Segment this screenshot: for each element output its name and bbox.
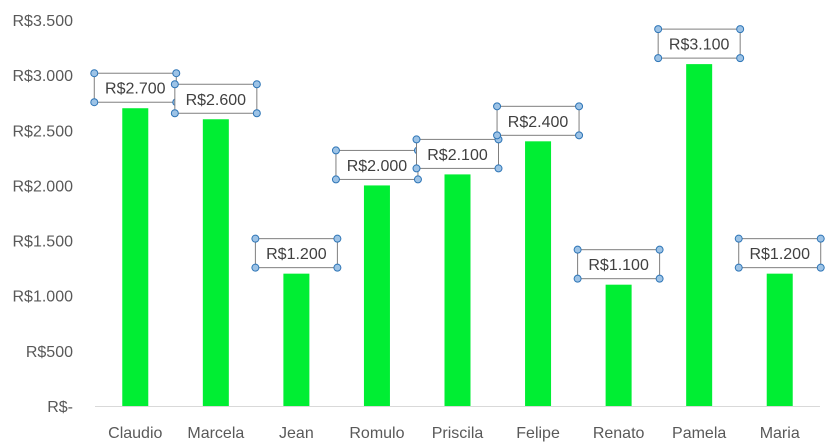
bar <box>202 119 229 406</box>
x-tick-label: Marcela <box>187 425 244 442</box>
x-tick-label: Felipe <box>516 425 560 442</box>
data-label-box <box>657 28 741 59</box>
selection-handle[interactable] <box>333 234 342 243</box>
x-axis-tick-labels: Claudio Marcela Jean Romulo Priscila Felipe Re… <box>108 425 800 442</box>
selection-handle[interactable] <box>734 263 743 272</box>
data-label-box <box>174 83 258 114</box>
data-label[interactable]: R$2.000 <box>331 146 422 184</box>
bar <box>605 284 632 406</box>
data-label[interactable]: R$2.600 <box>170 80 261 118</box>
selection-handle[interactable] <box>172 69 181 78</box>
selection-handle[interactable] <box>493 102 502 111</box>
x-tick-label: Romulo <box>349 425 404 442</box>
data-label-box <box>577 249 661 280</box>
y-tick-label: R$500 <box>26 344 73 361</box>
x-tick-label: Claudio <box>108 425 162 442</box>
data-label-box <box>416 138 499 169</box>
data-label-box <box>496 105 580 136</box>
selection-handle[interactable] <box>331 175 340 184</box>
data-label-text: R$1.200 <box>266 246 327 263</box>
selection-handle[interactable] <box>575 131 584 140</box>
x-tick-label: Pamela <box>672 425 726 442</box>
bar <box>766 273 793 406</box>
y-tick-label: R$1.500 <box>13 234 74 251</box>
selection-handle[interactable] <box>816 263 825 272</box>
selection-handle[interactable] <box>412 135 421 144</box>
selection-handle[interactable] <box>412 164 421 173</box>
data-label[interactable]: R$1.200 <box>251 234 342 272</box>
x-tick-label: Maria <box>760 425 800 442</box>
selection-handle[interactable] <box>736 54 745 63</box>
selection-handle[interactable] <box>252 80 261 89</box>
selection-handle[interactable] <box>736 25 745 34</box>
y-axis-tick-labels: R$- R$500 R$1.000 R$1.500 R$2.000 R$2.500 R$3.… <box>13 13 74 416</box>
bar <box>283 273 310 406</box>
y-tick-label: R$- <box>47 399 73 416</box>
data-labels: R$2.700 R$2.600 R$1.200 R$2.000 R$2.100 R$2.4… <box>90 25 825 283</box>
selection-handle[interactable] <box>573 274 582 283</box>
selection-handle[interactable] <box>654 25 663 34</box>
data-label-text: R$1.200 <box>749 246 810 263</box>
selection-handle[interactable] <box>170 109 179 118</box>
data-label-text: R$2.000 <box>347 158 408 175</box>
y-tick-label: R$2.500 <box>13 123 74 140</box>
data-label-box <box>738 238 822 269</box>
x-tick-label: Jean <box>279 425 314 442</box>
selection-handle[interactable] <box>333 263 342 272</box>
data-label[interactable]: R$2.700 <box>90 69 181 107</box>
y-tick-label: R$3.000 <box>13 68 74 85</box>
selection-handle[interactable] <box>331 146 340 155</box>
data-label-box <box>254 238 338 269</box>
selection-handle[interactable] <box>90 69 99 78</box>
selection-handle[interactable] <box>251 263 260 272</box>
selection-handle[interactable] <box>494 164 503 173</box>
data-label-text: R$1.100 <box>588 257 649 274</box>
data-label-text: R$2.700 <box>105 81 166 98</box>
selection-handle[interactable] <box>493 131 502 140</box>
selection-handle[interactable] <box>413 175 422 184</box>
bar <box>363 185 390 406</box>
data-label-box <box>335 149 419 180</box>
selection-handle[interactable] <box>655 245 664 254</box>
data-label[interactable]: R$3.100 <box>654 25 745 63</box>
bars <box>122 64 793 407</box>
y-tick-label: R$3.500 <box>13 13 74 30</box>
selection-handle[interactable] <box>816 234 825 243</box>
selection-handle[interactable] <box>654 54 663 63</box>
data-label[interactable]: R$1.100 <box>573 245 664 283</box>
selection-handle[interactable] <box>575 102 584 111</box>
bar <box>122 108 149 406</box>
selection-handle[interactable] <box>573 245 582 254</box>
data-label[interactable]: R$1.200 <box>734 234 825 272</box>
data-label-text: R$2.400 <box>508 114 569 131</box>
selection-handle[interactable] <box>170 80 179 89</box>
selection-handle[interactable] <box>251 234 260 243</box>
data-label[interactable]: R$2.100 <box>412 135 503 173</box>
bar <box>525 141 552 407</box>
bar <box>444 174 471 406</box>
selection-handle[interactable] <box>90 98 99 107</box>
y-tick-label: R$1.000 <box>13 289 74 306</box>
data-label-text: R$2.100 <box>427 147 488 164</box>
selection-handle[interactable] <box>734 234 743 243</box>
data-label[interactable]: R$2.400 <box>493 102 584 140</box>
y-tick-label: R$2.000 <box>13 178 74 195</box>
data-label-text: R$3.100 <box>669 37 730 54</box>
x-tick-label: Renato <box>593 425 645 442</box>
bar <box>686 64 713 406</box>
selection-handle[interactable] <box>252 109 261 118</box>
selection-handle[interactable] <box>655 274 664 283</box>
data-label-text: R$2.600 <box>186 92 247 109</box>
x-tick-label: Priscila <box>432 425 484 442</box>
